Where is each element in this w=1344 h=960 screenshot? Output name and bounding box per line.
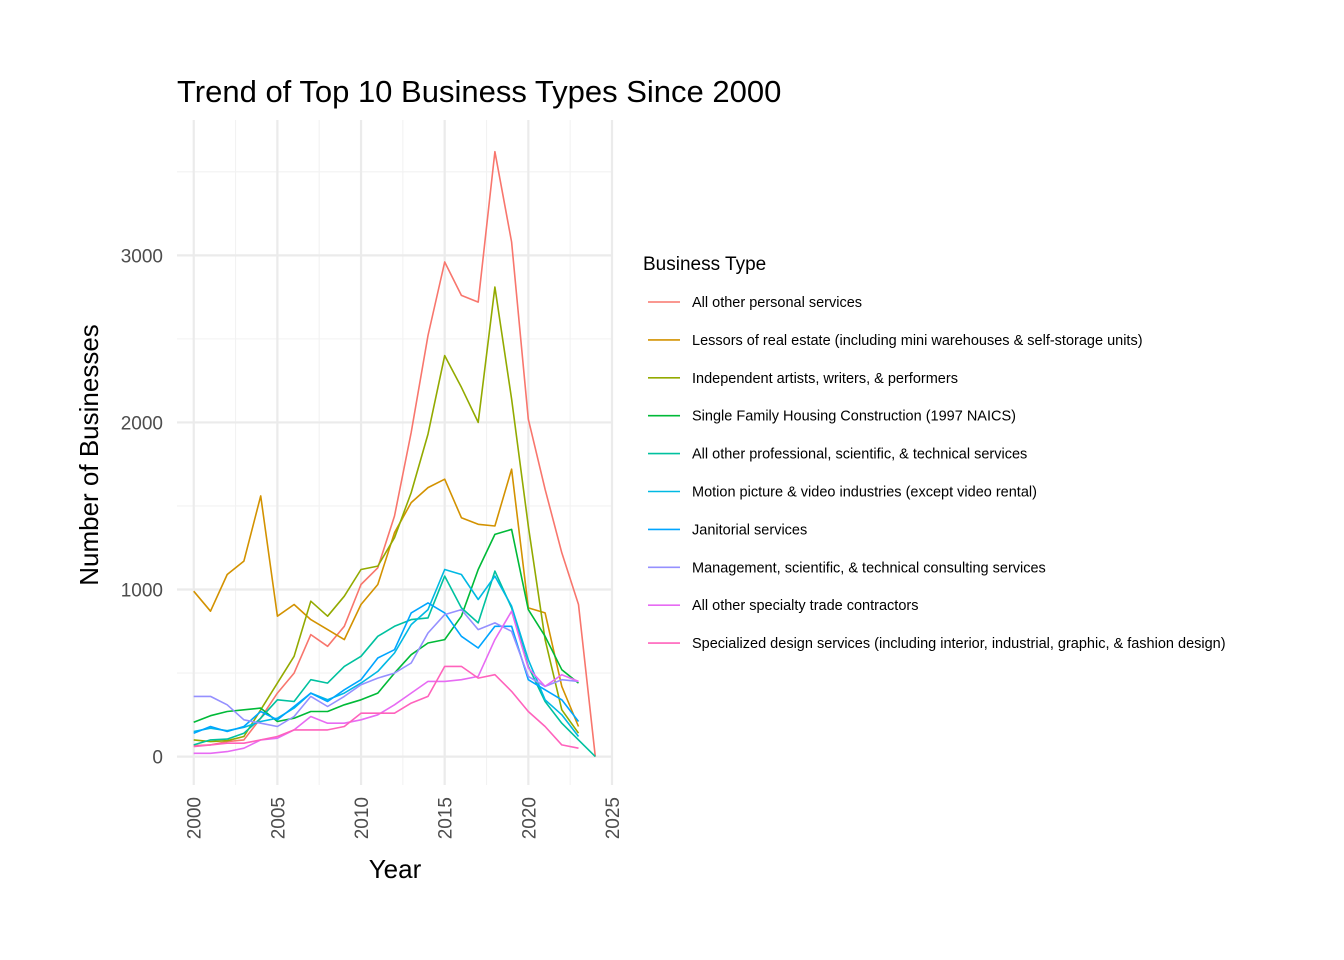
y-tick-label: 3000 [121,246,163,267]
chart-title: Trend of Top 10 Business Types Since 200… [177,74,781,109]
legend-label: Independent artists, writers, & performe… [692,371,958,387]
series-line [193,570,596,758]
x-tick-label: 2000 [185,797,206,839]
legend-label: Motion picture & video industries (excep… [692,485,1037,501]
legend-label: All other personal services [692,295,862,311]
series-line [193,610,579,755]
legend-label: All other professional, scientific, & te… [692,447,1027,463]
y-tick-label: 1000 [121,581,163,602]
series-line [193,602,580,734]
legend-label: Management, scientific, & technical cons… [692,560,1046,576]
x-tick-label: 2025 [603,797,624,839]
series-lines [193,150,597,758]
y-tick-label: 0 [152,748,163,769]
legend-label: Janitorial services [692,522,807,538]
major-gridlines [177,120,614,785]
series-line [193,528,580,724]
x-axis-title: Year [369,854,422,884]
legend-label: All other specialty trade contractors [692,598,918,614]
series-line [193,665,579,749]
y-axis-title: Number of Businesses [74,324,104,586]
series-line [193,468,580,727]
series-line [193,608,579,728]
y-tick-label: 2000 [121,413,163,434]
series-line [193,150,597,757]
legend: Business Type All other personal service… [643,254,1226,652]
x-tick-label: 2015 [436,797,457,839]
legend-title: Business Type [643,254,766,275]
x-tick-label: 2010 [352,797,373,839]
x-axis-tick-labels: 2000 2005 2010 2015 2020 2025 [185,797,624,839]
x-tick-label: 2020 [519,797,540,839]
legend-label: Lessors of real estate (including mini w… [692,333,1143,349]
x-tick-label: 2005 [268,797,289,839]
y-axis-tick-labels: 0 1000 2000 3000 [121,246,163,768]
legend-label: Specialized design services (including i… [692,636,1226,652]
legend-label: Single Family Housing Construction (1997… [692,409,1016,425]
